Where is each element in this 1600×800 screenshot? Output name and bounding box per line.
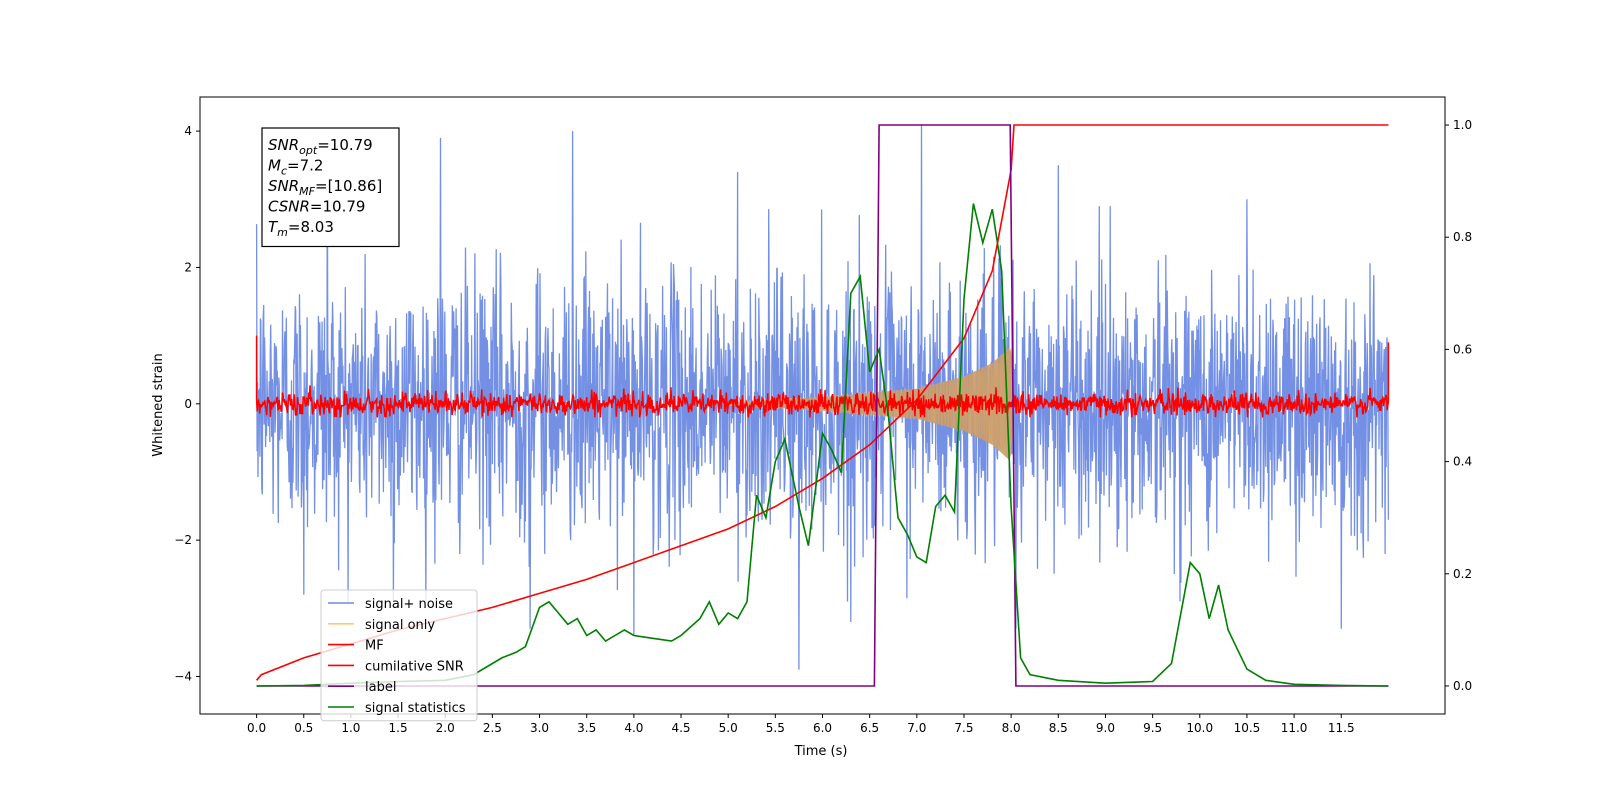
x-tick-label: 7.0 — [907, 721, 926, 735]
x-tick-label: 1.0 — [341, 721, 360, 735]
stats-row: SNRopt=10.79 — [268, 136, 373, 157]
y-right-tick-label: 0.4 — [1453, 455, 1472, 469]
x-tick-label: 11.5 — [1328, 721, 1355, 735]
stats-row: CSNR=10.79 — [268, 198, 365, 216]
y-left-tick-label: 0 — [184, 397, 192, 411]
x-tick-label: 9.0 — [1096, 721, 1115, 735]
series-label-line — [256, 124, 1389, 687]
x-tick-label: 11.0 — [1281, 721, 1308, 735]
y-right-tick-label: 1.0 — [1453, 118, 1472, 132]
x-tick-label: 6.5 — [860, 721, 879, 735]
x-tick-label: 3.0 — [530, 721, 549, 735]
x-tick-label: 6.0 — [813, 721, 832, 735]
y-left-tick-label: −2 — [174, 533, 192, 547]
x-tick-label: 4.0 — [624, 721, 643, 735]
legend-label: label — [365, 680, 396, 695]
y-right-tick-label: 0.0 — [1453, 679, 1472, 693]
x-tick-label: 9.5 — [1143, 721, 1162, 735]
x-axis-ticks: 0.0 0.5 1.0 1.5 2.0 2.5 3.0 3.5 4.0 4.5 5.0 5.5 6.0 6… — [247, 714, 1355, 735]
x-tick-label: 10.5 — [1234, 721, 1261, 735]
stats-box-frame — [261, 127, 400, 248]
legend: signal+ noise signal only MF cumilative SNR… — [320, 589, 478, 722]
x-tick-label: 5.5 — [766, 721, 785, 735]
legend-label: MF — [365, 639, 384, 654]
x-tick-label: 1.5 — [389, 721, 408, 735]
legend-label: cumilative SNR — [365, 659, 464, 674]
stats-row: SNRMF=[10.86] — [268, 177, 382, 198]
y-right-tick-label: 0.6 — [1453, 342, 1472, 356]
y-left-tick-label: 2 — [184, 260, 192, 274]
legend-label: signal+ noise — [365, 597, 453, 612]
stats-annotation-box: SNRopt=10.79Mc=7.2SNRMF=[10.86]CSNR=10.7… — [261, 127, 400, 248]
series-mf-line — [255, 335, 1390, 418]
x-tick-label: 0.0 — [247, 721, 266, 735]
legend-label: signal only — [365, 618, 435, 633]
y-left-tick-label: −4 — [174, 670, 192, 684]
plot-area — [255, 124, 1390, 687]
x-tick-label: 0.5 — [294, 721, 313, 735]
x-tick-label: 2.5 — [483, 721, 502, 735]
x-tick-label: 8.5 — [1049, 721, 1068, 735]
x-axis-label: Time (s) — [794, 744, 848, 759]
y-right-tick-label: 0.8 — [1453, 230, 1472, 244]
legend-frame — [320, 589, 478, 722]
x-tick-label: 10.0 — [1186, 721, 1213, 735]
legend-label: signal statistics — [365, 701, 466, 716]
y-axis-left-label: Whitened strain — [151, 353, 166, 456]
x-tick-label: 2.0 — [436, 721, 455, 735]
x-tick-label: 5.0 — [719, 721, 738, 735]
x-tick-label: 3.5 — [577, 721, 596, 735]
x-tick-label: 4.5 — [671, 721, 690, 735]
x-tick-label: 8.0 — [1002, 721, 1021, 735]
y-right-tick-label: 0.2 — [1453, 567, 1472, 581]
y-left-tick-label: 4 — [184, 124, 192, 138]
stats-row: Tm=8.03 — [268, 218, 334, 239]
stats-row: Mc=7.2 — [268, 157, 323, 178]
y-axis-left-ticks: 4 2 0 −2 −4 — [174, 124, 200, 684]
y-axis-right-ticks: 1.0 0.8 0.6 0.4 0.2 0.0 — [1445, 118, 1472, 693]
series-signal-statistics-line — [256, 203, 1389, 687]
x-tick-label: 7.5 — [954, 721, 973, 735]
